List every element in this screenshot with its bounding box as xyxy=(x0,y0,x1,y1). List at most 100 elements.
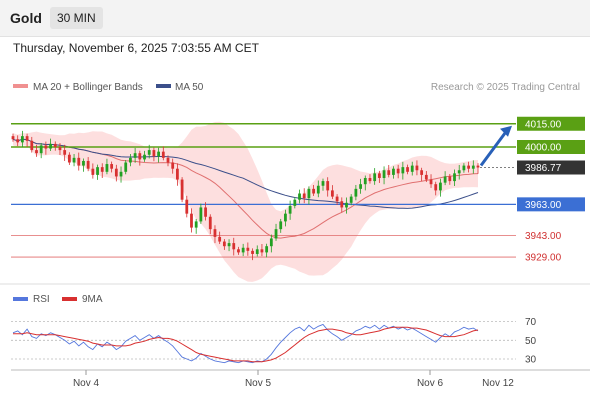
candle-29 xyxy=(147,144,151,159)
x-tick-label-0: Nov 4 xyxy=(73,378,100,389)
candle-61 xyxy=(298,189,301,204)
candle-3 xyxy=(25,133,29,147)
research-credit: Research © 2025 Trading Central xyxy=(431,82,580,93)
candle-26 xyxy=(133,147,137,163)
candle-48 xyxy=(237,246,240,255)
candle-7 xyxy=(44,141,48,155)
rsi-legend-label: RSI xyxy=(33,294,50,305)
level-label-0: 4015.00 xyxy=(525,119,562,130)
candle-28 xyxy=(143,150,146,162)
interval-button[interactable]: 30 MIN xyxy=(50,7,103,29)
candle-92 xyxy=(443,171,447,186)
ma50-legend-label: MA 50 xyxy=(175,82,204,93)
candle-54 xyxy=(265,243,269,258)
candle-74 xyxy=(359,178,362,194)
candle-57 xyxy=(279,218,283,233)
level-label-3: 3963.00 xyxy=(525,200,562,211)
instrument-title: Gold xyxy=(10,10,42,26)
candle-23 xyxy=(119,166,123,183)
candle-49 xyxy=(241,243,245,257)
chart-header: Gold 30 MIN xyxy=(0,0,590,37)
candle-31 xyxy=(157,147,161,163)
candle-58 xyxy=(284,209,287,227)
candle-8 xyxy=(49,138,52,152)
candle-36 xyxy=(180,177,184,203)
level-label-bg-3 xyxy=(517,197,585,212)
candle-81 xyxy=(392,166,395,179)
candle-25 xyxy=(129,153,132,167)
candle-17 xyxy=(91,163,95,179)
candle-1 xyxy=(16,135,20,147)
candle-93 xyxy=(448,173,452,185)
candle-35 xyxy=(175,163,179,186)
rsi-ma-line xyxy=(13,326,479,363)
candle-42 xyxy=(208,214,212,235)
candle-62 xyxy=(302,188,306,204)
candle-84 xyxy=(406,164,409,175)
candle-11 xyxy=(63,144,67,161)
bollinger-band-layer xyxy=(13,121,478,282)
candle-59 xyxy=(288,200,292,220)
projection-arrow-head xyxy=(500,125,512,137)
level-label-2: 3986.77 xyxy=(525,163,562,174)
candle-15 xyxy=(82,158,85,172)
level-label-bg-1 xyxy=(517,140,585,154)
candle-13 xyxy=(72,153,76,167)
candle-73 xyxy=(354,184,358,201)
candle-60 xyxy=(293,197,297,209)
ma20-legend-swatch xyxy=(13,84,28,88)
candle-44 xyxy=(218,231,222,245)
rsi-level-label-0: 70 xyxy=(525,317,537,328)
candle-97 xyxy=(467,161,471,173)
candle-39 xyxy=(194,218,198,234)
candle-6 xyxy=(39,142,43,159)
candle-16 xyxy=(86,157,90,172)
candle-67 xyxy=(326,177,330,197)
candle-95 xyxy=(457,164,461,180)
candle-76 xyxy=(368,174,372,184)
rsi-ma-legend-swatch xyxy=(62,297,77,301)
rsi-legend-swatch xyxy=(13,297,28,301)
candle-45 xyxy=(222,239,226,250)
candle-19 xyxy=(100,163,104,178)
candle-69 xyxy=(335,194,339,205)
level-label-4: 3943.00 xyxy=(525,231,562,242)
candle-63 xyxy=(307,186,311,205)
rsi-layer: 70 50 30 xyxy=(11,317,537,366)
x-tick-label-3: Nov 12 xyxy=(482,378,514,389)
candle-99 xyxy=(476,163,480,174)
rsi-level-label-2: 30 xyxy=(525,355,537,366)
candle-50 xyxy=(246,242,250,256)
candle-78 xyxy=(377,170,381,183)
rsi-line xyxy=(12,323,479,364)
candle-47 xyxy=(232,237,236,256)
chart-datetime: Thursday, November 6, 2025 7:03:55 AM CE… xyxy=(13,41,259,55)
level-label-1: 4000.00 xyxy=(525,143,562,154)
ma50-line xyxy=(12,138,479,209)
candle-86 xyxy=(415,160,419,176)
candle-64 xyxy=(312,184,316,196)
candle-41 xyxy=(204,202,207,221)
candle-72 xyxy=(349,194,353,206)
bollinger-band xyxy=(13,121,478,282)
candle-65 xyxy=(316,180,320,198)
candle-40 xyxy=(199,203,203,224)
candle-90 xyxy=(434,181,438,196)
candle-24 xyxy=(124,160,128,175)
candle-70 xyxy=(340,197,344,213)
candle-14 xyxy=(77,152,81,171)
price-level-layer xyxy=(11,122,516,258)
level-label-bg-2 xyxy=(517,160,585,175)
candle-32 xyxy=(161,146,165,161)
candle-52 xyxy=(255,245,259,257)
projection-arrow-shaft xyxy=(479,130,508,167)
candle-18 xyxy=(96,164,99,180)
candle-56 xyxy=(274,223,278,241)
candle-4 xyxy=(30,136,34,153)
candle-85 xyxy=(410,161,414,176)
candle-10 xyxy=(58,143,62,156)
candle-9 xyxy=(53,141,57,151)
candle-80 xyxy=(387,164,391,178)
candle-71 xyxy=(345,197,348,214)
